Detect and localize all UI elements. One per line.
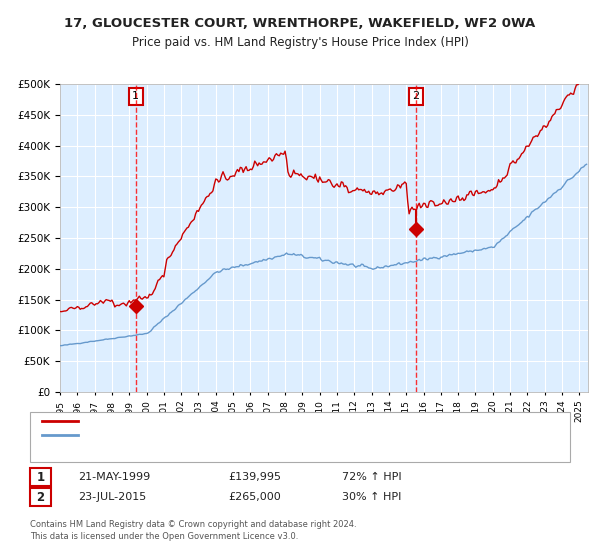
Text: 17, GLOUCESTER COURT, WRENTHORPE, WAKEFIELD, WF2 0WA (detached house): 17, GLOUCESTER COURT, WRENTHORPE, WAKEFI… — [84, 417, 472, 426]
Text: £139,995: £139,995 — [228, 472, 281, 482]
Text: 23-JUL-2015: 23-JUL-2015 — [78, 492, 146, 502]
Text: 1: 1 — [133, 91, 139, 101]
Text: £265,000: £265,000 — [228, 492, 281, 502]
Text: 17, GLOUCESTER COURT, WRENTHORPE, WAKEFIELD, WF2 0WA: 17, GLOUCESTER COURT, WRENTHORPE, WAKEFI… — [64, 17, 536, 30]
Text: HPI: Average price, detached house, Wakefield: HPI: Average price, detached house, Wake… — [84, 431, 306, 440]
Text: 30% ↑ HPI: 30% ↑ HPI — [342, 492, 401, 502]
Text: 1: 1 — [37, 470, 44, 484]
Text: 2: 2 — [412, 91, 419, 101]
Text: Contains HM Land Registry data © Crown copyright and database right 2024.
This d: Contains HM Land Registry data © Crown c… — [30, 520, 356, 541]
Text: 2: 2 — [37, 491, 44, 504]
Text: Price paid vs. HM Land Registry's House Price Index (HPI): Price paid vs. HM Land Registry's House … — [131, 36, 469, 49]
Text: 72% ↑ HPI: 72% ↑ HPI — [342, 472, 401, 482]
Text: 21-MAY-1999: 21-MAY-1999 — [78, 472, 150, 482]
